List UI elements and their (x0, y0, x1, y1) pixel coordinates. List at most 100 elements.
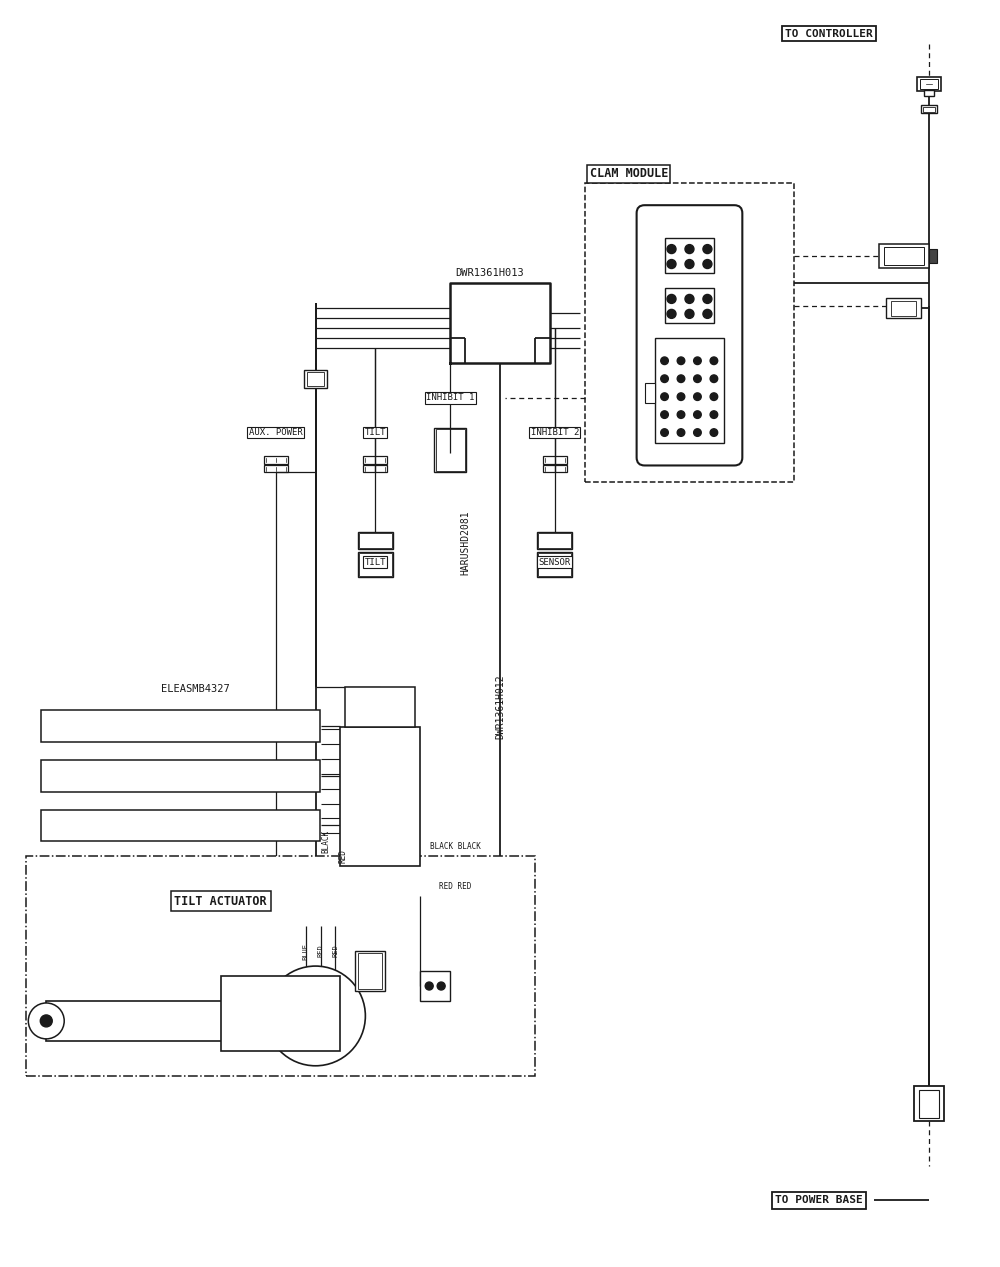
Circle shape (425, 982, 433, 990)
Bar (460, 867, 475, 872)
Circle shape (703, 245, 712, 253)
Bar (919, 1090, 939, 1117)
Bar (929, 250, 937, 264)
Circle shape (685, 309, 694, 318)
Bar (538, 554, 571, 576)
Circle shape (667, 309, 676, 318)
Text: ELEASMB4327: ELEASMB4327 (161, 684, 230, 694)
Circle shape (661, 357, 668, 365)
Bar (358, 953, 382, 990)
Bar (879, 245, 929, 269)
Text: TILT: TILT (365, 428, 386, 437)
Circle shape (667, 294, 676, 303)
Circle shape (710, 411, 718, 418)
Bar (355, 952, 385, 991)
Text: HARUSHD2081: HARUSHD2081 (460, 509, 470, 574)
Text: TO CONTROLLER: TO CONTROLLER (785, 29, 873, 39)
Circle shape (710, 428, 718, 436)
Bar (438, 906, 453, 911)
Circle shape (703, 294, 712, 303)
Bar (537, 532, 572, 550)
Bar (359, 533, 392, 549)
Bar (46, 1001, 246, 1041)
Bar (665, 288, 714, 323)
Circle shape (694, 393, 701, 400)
Circle shape (661, 411, 668, 418)
Bar (886, 298, 921, 318)
Bar (460, 906, 475, 911)
Circle shape (661, 375, 668, 383)
Bar (358, 552, 393, 578)
Text: INHIBIT 1: INHIBIT 1 (426, 393, 474, 402)
Text: RED: RED (318, 945, 324, 958)
Bar (924, 90, 934, 96)
Bar (434, 427, 466, 473)
Bar (363, 465, 387, 473)
Circle shape (661, 428, 668, 436)
Circle shape (677, 393, 685, 400)
Circle shape (710, 393, 718, 400)
Circle shape (28, 1003, 64, 1039)
Text: RED: RED (339, 849, 348, 863)
Circle shape (677, 357, 685, 365)
Bar (645, 383, 655, 403)
Bar (891, 302, 916, 315)
Bar (921, 105, 937, 114)
Circle shape (710, 375, 718, 383)
Circle shape (667, 260, 676, 269)
Circle shape (677, 411, 685, 418)
Text: TILT: TILT (365, 557, 386, 566)
Bar (221, 976, 340, 1050)
Bar (460, 859, 475, 864)
Circle shape (266, 965, 365, 1066)
Bar (920, 79, 938, 89)
Bar (420, 971, 450, 1001)
Bar (923, 108, 935, 113)
Bar (460, 900, 475, 905)
Bar (438, 867, 453, 872)
Bar (665, 238, 714, 272)
Bar (41, 810, 320, 841)
Text: RED: RED (332, 945, 338, 958)
Bar (436, 430, 465, 471)
Bar (543, 465, 567, 473)
Text: AUX. POWER: AUX. POWER (249, 428, 302, 437)
Circle shape (694, 428, 701, 436)
Circle shape (703, 309, 712, 318)
Text: DWR1361H012: DWR1361H012 (495, 674, 505, 739)
Circle shape (703, 260, 712, 269)
Bar (438, 859, 453, 864)
Bar (884, 247, 924, 265)
Bar (585, 184, 794, 483)
Text: CLAM MODULE: CLAM MODULE (590, 167, 668, 180)
Circle shape (694, 411, 701, 418)
Bar (41, 710, 320, 741)
Bar (358, 532, 393, 550)
Text: SENSOR: SENSOR (539, 557, 571, 566)
Bar (359, 554, 392, 576)
Bar (914, 1086, 944, 1120)
FancyBboxPatch shape (637, 205, 742, 465)
Bar (264, 456, 288, 464)
Bar (363, 456, 387, 464)
Circle shape (685, 294, 694, 303)
Text: TILT ACTUATOR: TILT ACTUATOR (174, 895, 267, 907)
Bar (340, 727, 420, 867)
Text: RED RED: RED RED (439, 882, 471, 891)
Text: TO POWER BASE: TO POWER BASE (775, 1196, 863, 1205)
Bar (543, 456, 567, 464)
Bar (345, 687, 415, 727)
Bar (537, 552, 572, 578)
Circle shape (694, 357, 701, 365)
Circle shape (437, 982, 445, 990)
Bar (438, 900, 453, 905)
Circle shape (685, 260, 694, 269)
Circle shape (677, 428, 685, 436)
Bar (917, 76, 941, 90)
Text: INHIBIT 2: INHIBIT 2 (531, 428, 579, 437)
Bar (307, 371, 324, 385)
Circle shape (677, 375, 685, 383)
Text: BLACK BLACK: BLACK BLACK (430, 841, 481, 851)
Bar (41, 760, 320, 792)
Text: BLACK: BLACK (321, 830, 330, 853)
